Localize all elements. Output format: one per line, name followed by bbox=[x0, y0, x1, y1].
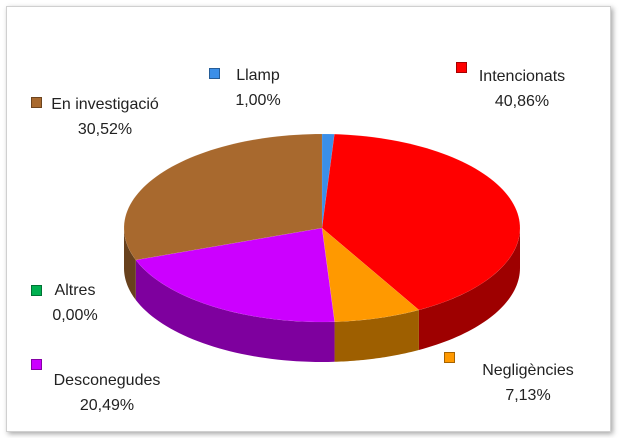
slice bbox=[135, 227, 335, 323]
value-label: 40,86% bbox=[494, 93, 550, 110]
slice-side bbox=[135, 259, 335, 362]
value-label: 20,49% bbox=[79, 397, 135, 414]
value-label: 0,00% bbox=[52, 307, 98, 324]
category-label: En investigació bbox=[51, 96, 159, 113]
legend-marker bbox=[31, 359, 42, 370]
category-label: Negligències bbox=[482, 362, 574, 379]
value-label: 30,52% bbox=[77, 121, 133, 138]
legend-marker bbox=[31, 285, 42, 296]
category-label: Intencionats bbox=[478, 68, 566, 85]
legend-marker bbox=[209, 68, 220, 79]
category-label: Llamp bbox=[236, 67, 280, 84]
category-label: Desconegudes bbox=[53, 372, 161, 389]
legend-marker bbox=[31, 97, 42, 108]
data-label: Negligències 7,13% bbox=[458, 358, 598, 408]
data-label: En investigació 30,52% bbox=[49, 92, 161, 142]
data-label: Altres 0,00% bbox=[25, 278, 125, 328]
data-label: Llamp 1,00% bbox=[198, 63, 318, 113]
legend-marker bbox=[444, 352, 455, 363]
slice bbox=[123, 133, 323, 261]
value-label: 1,00% bbox=[235, 92, 281, 109]
slice-side bbox=[334, 309, 419, 362]
category-label: Altres bbox=[54, 282, 96, 299]
slice bbox=[321, 227, 420, 323]
legend-marker bbox=[456, 62, 467, 73]
value-label: 7,13% bbox=[505, 387, 551, 404]
slice-side bbox=[124, 228, 136, 300]
slice-side bbox=[418, 228, 520, 350]
data-label: Desconegudes 20,49% bbox=[27, 368, 187, 418]
data-label: Intencionats 40,86% bbox=[452, 64, 592, 114]
slice bbox=[321, 133, 521, 311]
